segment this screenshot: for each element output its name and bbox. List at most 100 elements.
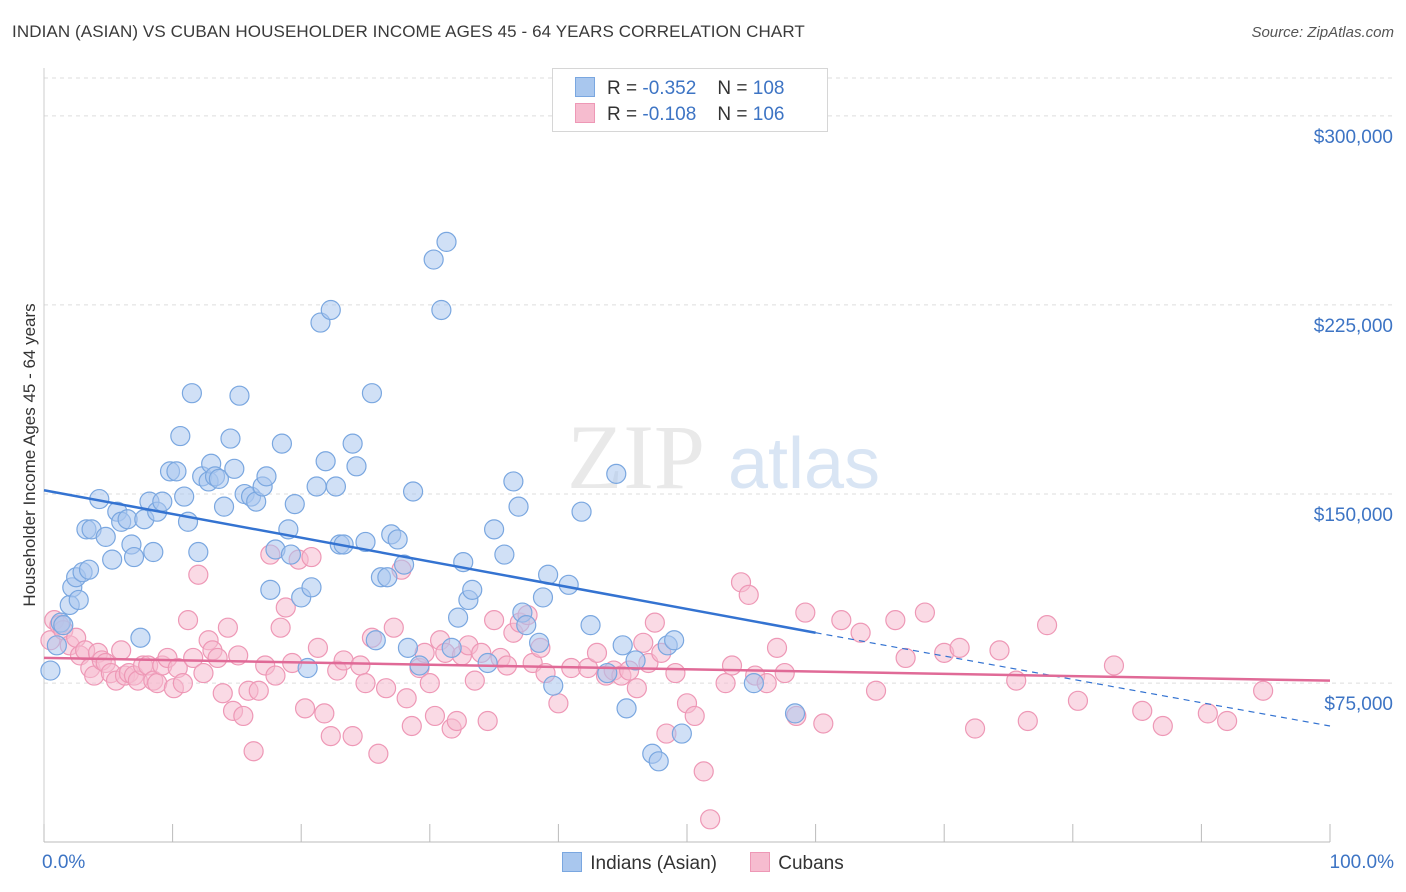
data-point [516, 615, 537, 636]
data-point [597, 662, 618, 684]
data-point [484, 610, 505, 631]
data-point [529, 632, 550, 653]
data-point [743, 673, 764, 694]
legend-n-label: N = [717, 104, 748, 125]
data-point [377, 567, 398, 588]
data-point [111, 640, 132, 661]
data-point [213, 496, 235, 517]
watermark: ZIP atlas [567, 406, 880, 508]
legend-r-label: R = [607, 78, 638, 99]
data-point [147, 673, 168, 694]
data-point [1217, 710, 1238, 732]
data-point [503, 471, 524, 492]
data-point [914, 602, 936, 623]
data-point [320, 299, 341, 321]
data-point [441, 637, 462, 658]
data-point [464, 670, 485, 691]
data-point [431, 299, 452, 321]
data-point [183, 647, 204, 669]
chart-title: INDIAN (ASIAN) VS CUBAN HOUSEHOLDER INCO… [12, 22, 805, 41]
data-point [1036, 615, 1058, 636]
y-tick-labels: $75,000 $150,000 $225,000 $300,000 [1314, 127, 1393, 715]
data-point [220, 428, 241, 449]
data-point [383, 617, 404, 638]
data-point [784, 703, 806, 724]
data-point [1253, 680, 1274, 701]
data-point [294, 698, 316, 719]
series-legend-indians[interactable]: Indians (Asian) [562, 852, 717, 875]
data-point [375, 678, 397, 699]
y-tick-label: $225,000 [1314, 316, 1393, 337]
data-point [477, 652, 498, 674]
data-point [387, 529, 408, 550]
data-point [102, 549, 123, 570]
legend-n-value: 106 [752, 104, 785, 125]
data-point [477, 710, 498, 732]
data-point [68, 589, 89, 611]
data-point [1017, 710, 1038, 732]
data-point [275, 597, 296, 618]
y-tick-label: $150,000 [1314, 505, 1393, 526]
data-point [123, 546, 145, 568]
grid-lines [44, 77, 1392, 684]
trend-lines [43, 489, 1331, 727]
data-point [46, 635, 67, 656]
trend-line-indians [43, 489, 816, 634]
series-swatch-pink [750, 852, 771, 872]
series-legend-cubans[interactable]: Cubans [750, 852, 844, 875]
data-point [333, 650, 354, 671]
legend-swatch-pink [575, 103, 595, 123]
data-point [1152, 715, 1173, 737]
data-point [325, 476, 347, 497]
data-point [248, 680, 269, 701]
data-point [989, 640, 1010, 661]
data-point [320, 725, 341, 747]
data-point [648, 751, 669, 772]
data-point [831, 610, 852, 631]
data-point [365, 630, 386, 651]
data-point [671, 723, 692, 744]
data-point [271, 433, 293, 454]
data-point [152, 491, 173, 512]
data-point [306, 476, 327, 497]
data-point [633, 632, 654, 653]
legend-n-label: N = [717, 78, 748, 99]
y-tick-label: $75,000 [1324, 694, 1393, 715]
data-point [95, 526, 116, 548]
data-point [166, 461, 187, 482]
correlation-legend: R = -0.352 N = 108 R = -0.108 N = 106 [552, 68, 828, 132]
data-point [174, 486, 195, 507]
data-point [738, 584, 759, 605]
data-point [616, 698, 637, 719]
data-point [188, 564, 209, 585]
data-point [350, 655, 371, 676]
data-point [368, 743, 389, 764]
data-point [355, 673, 376, 694]
data-point [447, 607, 469, 628]
data-point [436, 231, 457, 252]
data-point [301, 546, 322, 568]
y-tick-label: $300,000 [1314, 127, 1393, 148]
data-point [280, 544, 302, 565]
data-point [885, 610, 906, 631]
data-point [865, 680, 887, 701]
series-legend-label: Indians (Asian) [590, 853, 717, 874]
data-point [462, 579, 483, 600]
legend-r-label: R = [607, 104, 638, 125]
data-point [208, 468, 229, 490]
source-label: Source: ZipAtlas.com [1251, 24, 1394, 41]
data-point [243, 741, 264, 762]
data-point [532, 587, 554, 608]
data-point [964, 718, 986, 739]
data-point [172, 673, 193, 694]
data-point [307, 637, 329, 658]
data-point [644, 612, 665, 633]
data-point [543, 675, 564, 696]
data-point [949, 637, 970, 658]
data-point [260, 579, 281, 600]
data-point [664, 630, 685, 651]
data-point [494, 544, 515, 565]
data-point [774, 662, 795, 684]
data-point [795, 602, 816, 623]
x-tick-label-min: 0.0% [42, 852, 86, 873]
